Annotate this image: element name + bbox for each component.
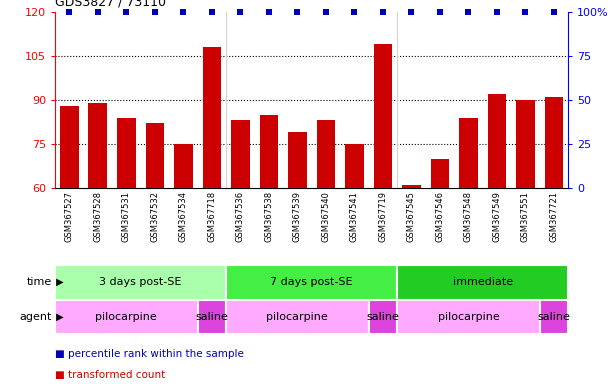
Bar — [397, 265, 568, 300]
Text: 7 days post-SE: 7 days post-SE — [270, 277, 353, 287]
Bar — [288, 132, 307, 188]
Bar — [231, 121, 249, 188]
Bar — [397, 300, 540, 334]
Bar — [226, 265, 397, 300]
Text: pilocarpine: pilocarpine — [95, 312, 157, 322]
Text: saline: saline — [538, 312, 571, 322]
Bar — [545, 97, 563, 188]
Bar — [431, 159, 449, 188]
Bar — [345, 144, 364, 188]
Text: ▶: ▶ — [53, 277, 63, 287]
Text: immediate: immediate — [453, 277, 513, 287]
Bar — [197, 300, 226, 334]
Bar — [202, 47, 221, 188]
Bar — [145, 123, 164, 188]
Bar — [516, 100, 535, 188]
Bar — [374, 44, 392, 188]
Text: 3 days post-SE: 3 days post-SE — [100, 277, 181, 287]
Bar — [60, 106, 78, 188]
Bar — [540, 300, 568, 334]
Text: ■ percentile rank within the sample: ■ percentile rank within the sample — [55, 349, 244, 359]
Bar — [174, 144, 192, 188]
Bar — [117, 118, 136, 188]
Bar — [368, 300, 397, 334]
Text: saline: saline — [196, 312, 229, 322]
Bar — [459, 118, 478, 188]
Text: saline: saline — [367, 312, 400, 322]
Bar — [402, 185, 420, 188]
Bar — [488, 94, 507, 188]
Bar — [226, 300, 368, 334]
Bar — [55, 300, 197, 334]
Text: pilocarpine: pilocarpine — [266, 312, 328, 322]
Text: agent: agent — [20, 312, 52, 322]
Bar — [316, 121, 335, 188]
Bar — [55, 265, 226, 300]
Bar — [89, 103, 107, 188]
Text: GDS3827 / 73110: GDS3827 / 73110 — [55, 0, 166, 9]
Text: ▶: ▶ — [53, 312, 63, 322]
Text: ■ transformed count: ■ transformed count — [55, 370, 165, 380]
Text: time: time — [27, 277, 52, 287]
Text: pilocarpine: pilocarpine — [437, 312, 499, 322]
Bar — [260, 114, 278, 188]
